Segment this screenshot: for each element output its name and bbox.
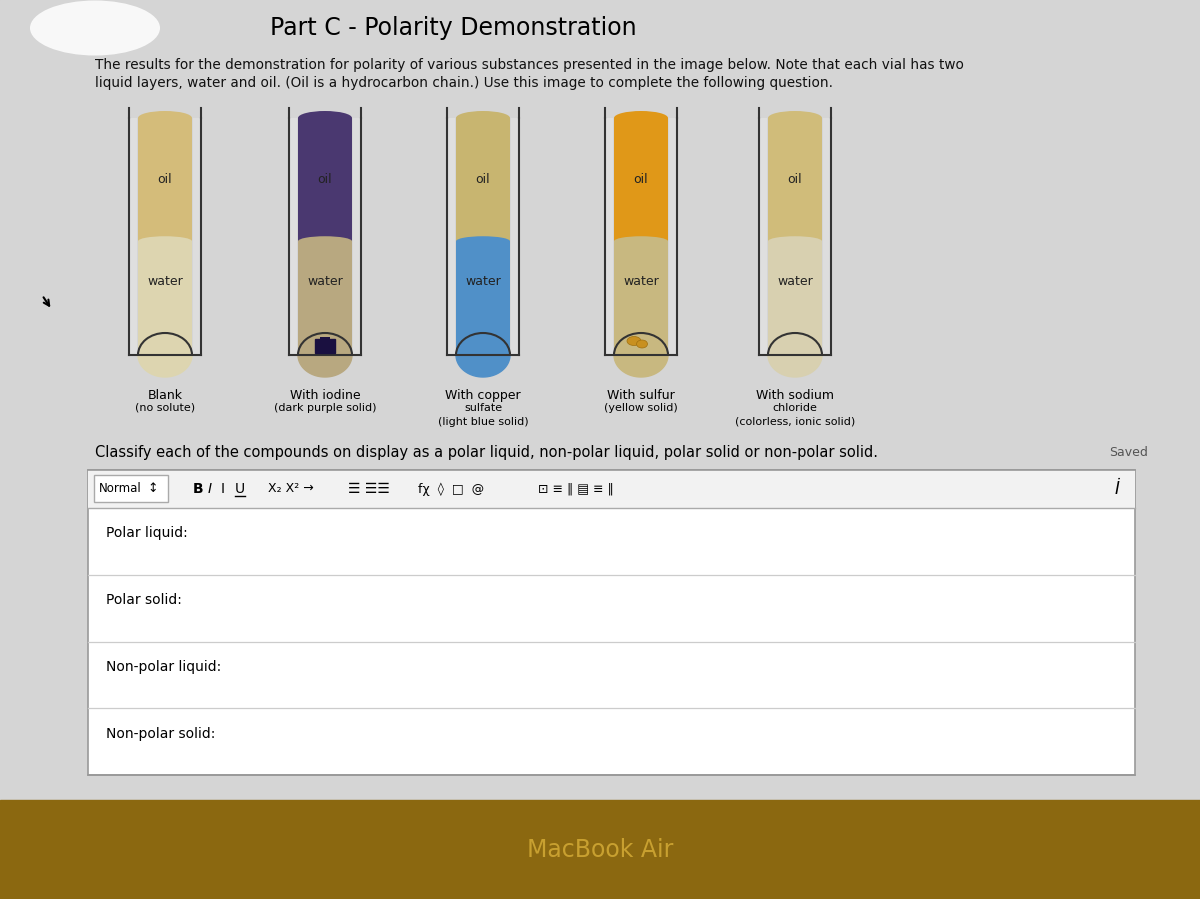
Ellipse shape bbox=[768, 111, 822, 125]
Bar bbox=[768, 118, 822, 241]
Text: oil: oil bbox=[634, 174, 648, 186]
Text: sulfate: sulfate bbox=[464, 403, 502, 413]
Text: Polar solid:: Polar solid: bbox=[106, 593, 182, 607]
Text: (no solute): (no solute) bbox=[134, 403, 196, 413]
Text: water: water bbox=[778, 274, 812, 288]
Text: oil: oil bbox=[318, 174, 332, 186]
Text: (light blue solid): (light blue solid) bbox=[438, 417, 528, 427]
Text: Part C - Polarity Demonstration: Part C - Polarity Demonstration bbox=[270, 16, 637, 40]
Ellipse shape bbox=[628, 336, 641, 345]
FancyBboxPatch shape bbox=[314, 339, 335, 353]
Text: ↕: ↕ bbox=[148, 483, 158, 495]
Text: With sodium: With sodium bbox=[756, 389, 834, 402]
Bar bbox=[760, 118, 767, 355]
Bar bbox=[289, 118, 298, 355]
Text: water: water bbox=[307, 274, 343, 288]
Polygon shape bbox=[298, 355, 352, 377]
Text: With sulfur: With sulfur bbox=[607, 389, 674, 402]
Bar bbox=[0, 0, 1200, 800]
Polygon shape bbox=[456, 355, 510, 377]
Text: chloride: chloride bbox=[773, 403, 817, 413]
Ellipse shape bbox=[636, 340, 648, 348]
Text: Saved: Saved bbox=[1109, 446, 1148, 458]
Ellipse shape bbox=[298, 236, 352, 246]
Bar bbox=[768, 241, 822, 355]
Bar bbox=[320, 337, 330, 343]
Bar bbox=[298, 118, 352, 241]
Polygon shape bbox=[768, 355, 822, 377]
Text: Non-polar liquid:: Non-polar liquid: bbox=[106, 660, 221, 674]
Text: MacBook Air: MacBook Air bbox=[527, 838, 673, 862]
Bar bbox=[88, 470, 1135, 508]
Ellipse shape bbox=[138, 111, 192, 125]
Text: water: water bbox=[466, 274, 500, 288]
FancyBboxPatch shape bbox=[94, 475, 168, 502]
Text: B: B bbox=[193, 482, 204, 496]
Bar bbox=[88, 470, 1135, 775]
Text: Polar liquid:: Polar liquid: bbox=[106, 527, 187, 540]
Ellipse shape bbox=[298, 111, 352, 125]
Text: X₂ X² →: X₂ X² → bbox=[268, 483, 313, 495]
Text: liquid layers, water and oil. (Oil is a hydrocarbon chain.) Use this image to co: liquid layers, water and oil. (Oil is a … bbox=[95, 76, 833, 90]
Ellipse shape bbox=[768, 236, 822, 246]
Text: I: I bbox=[221, 482, 226, 496]
Bar bbox=[511, 118, 520, 355]
Text: oil: oil bbox=[157, 174, 173, 186]
Text: (dark purple solid): (dark purple solid) bbox=[274, 403, 377, 413]
Bar bbox=[614, 241, 668, 355]
Text: (colorless, ionic solid): (colorless, ionic solid) bbox=[734, 417, 856, 427]
Text: ☰ ☰☰: ☰ ☰☰ bbox=[348, 482, 390, 496]
Text: fχ  ◊  □  @: fχ ◊ □ @ bbox=[418, 482, 484, 495]
Ellipse shape bbox=[456, 111, 510, 125]
Ellipse shape bbox=[30, 1, 160, 56]
Bar bbox=[456, 241, 510, 355]
Text: Normal: Normal bbox=[98, 483, 142, 495]
Text: oil: oil bbox=[787, 174, 803, 186]
Bar bbox=[614, 118, 668, 241]
Bar bbox=[456, 118, 510, 241]
Text: water: water bbox=[623, 274, 659, 288]
Text: Classify each of the compounds on display as a polar liquid, non-polar liquid, p: Classify each of the compounds on displa… bbox=[95, 444, 878, 459]
Bar bbox=[193, 118, 202, 355]
Text: The results for the demonstration for polarity of various substances presented i: The results for the demonstration for po… bbox=[95, 58, 964, 72]
Text: Non-polar solid:: Non-polar solid: bbox=[106, 726, 215, 741]
Bar bbox=[138, 118, 192, 241]
Text: İ: İ bbox=[1115, 480, 1120, 498]
Bar bbox=[670, 118, 677, 355]
Text: With iodine: With iodine bbox=[289, 389, 360, 402]
Bar bbox=[0, 800, 1200, 899]
Text: oil: oil bbox=[475, 174, 491, 186]
Text: With copper: With copper bbox=[445, 389, 521, 402]
Text: U: U bbox=[235, 482, 245, 496]
Ellipse shape bbox=[138, 236, 192, 246]
Text: I: I bbox=[208, 482, 212, 496]
Text: Blank: Blank bbox=[148, 389, 182, 402]
Bar bbox=[605, 118, 613, 355]
Polygon shape bbox=[614, 355, 668, 377]
Ellipse shape bbox=[614, 111, 668, 125]
Bar bbox=[823, 118, 830, 355]
Bar bbox=[130, 118, 137, 355]
Ellipse shape bbox=[614, 236, 668, 246]
Text: water: water bbox=[148, 274, 182, 288]
Bar bbox=[298, 241, 352, 355]
Text: (yellow solid): (yellow solid) bbox=[604, 403, 678, 413]
Ellipse shape bbox=[456, 236, 510, 246]
Bar bbox=[446, 118, 455, 355]
Bar bbox=[138, 241, 192, 355]
Bar bbox=[353, 118, 361, 355]
Text: ⊡ ≡ ‖ ▤ ≡ ‖: ⊡ ≡ ‖ ▤ ≡ ‖ bbox=[538, 483, 613, 495]
Polygon shape bbox=[138, 355, 192, 377]
